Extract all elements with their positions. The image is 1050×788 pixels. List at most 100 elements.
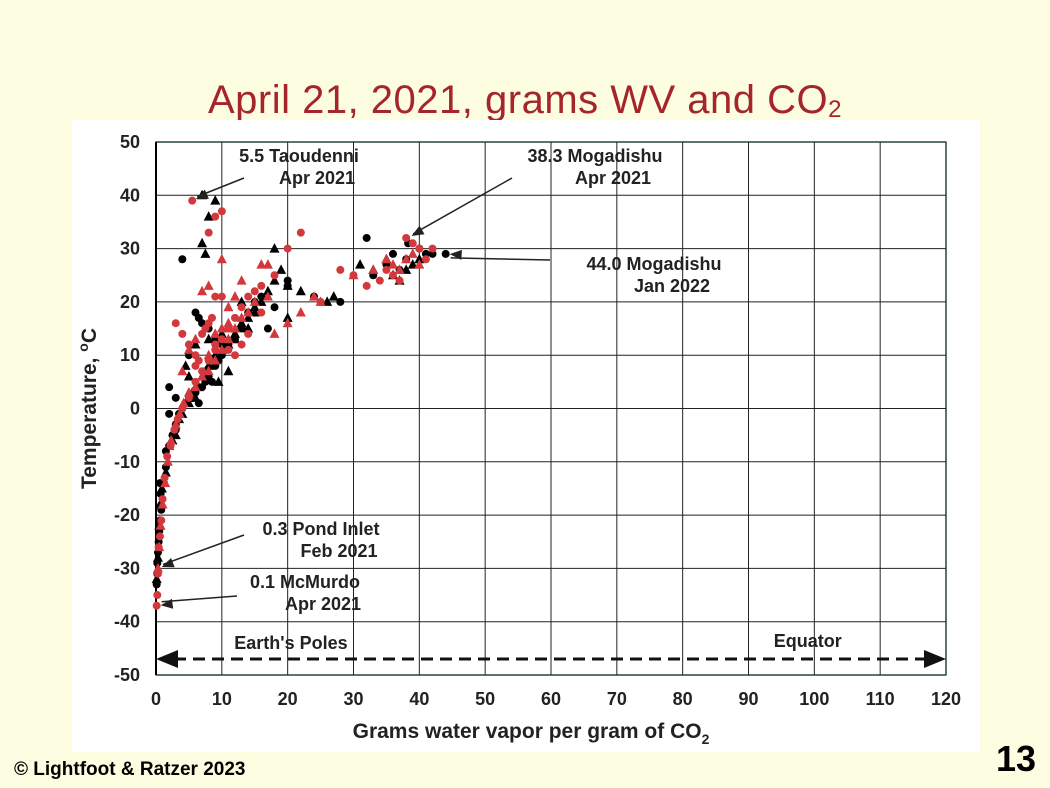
data-point	[216, 344, 227, 354]
data-point	[152, 562, 163, 573]
poles-equator-arrow: Earth's Poles Equator	[156, 631, 946, 669]
data-point	[244, 329, 253, 338]
y-tick-label: -30	[114, 558, 140, 578]
x-tick-label: 50	[475, 689, 495, 709]
x-tick-label: 120	[931, 689, 961, 709]
data-point	[244, 292, 253, 301]
data-point	[262, 259, 273, 269]
data-point	[155, 520, 166, 530]
poles-label: Earth's Poles	[234, 633, 347, 653]
data-point	[223, 301, 234, 312]
data-point	[166, 434, 177, 445]
data-point	[183, 344, 194, 354]
data-point	[177, 365, 188, 376]
data-point	[336, 265, 345, 274]
data-point	[211, 292, 220, 301]
data-point	[309, 291, 319, 301]
x-axis-label: Grams water vapor per gram of CO2	[353, 720, 710, 747]
data-point	[282, 312, 293, 322]
annotation-arrowhead	[411, 225, 425, 236]
data-point	[156, 482, 167, 493]
x-tick-label: 30	[343, 689, 363, 709]
x-tick-label: 20	[278, 689, 298, 709]
data-point	[223, 339, 234, 349]
data-point	[165, 383, 174, 392]
y-tick-label: 30	[120, 239, 140, 259]
data-point	[394, 264, 405, 274]
data-point	[170, 418, 181, 429]
data-point	[250, 287, 259, 296]
y-tick-label: -20	[114, 505, 140, 525]
data-point	[157, 516, 166, 525]
scatter-chart: 0 10 20 30 40 50 60 70 80 90 100 110 120-50-40-30-20…	[75, 132, 961, 747]
y-axis-label: Temperature, oC	[75, 328, 101, 489]
data-point	[216, 328, 227, 338]
data-point	[153, 591, 162, 600]
x-tick-label: 10	[212, 689, 232, 709]
data-point	[170, 429, 181, 440]
data-point	[203, 333, 214, 344]
x-tick-label: 60	[541, 689, 561, 709]
y-tick-label: -10	[114, 452, 140, 472]
data-point	[256, 259, 267, 269]
data-point	[243, 307, 254, 317]
annotation-label: 0.1 McMurdo Apr 2021	[250, 572, 361, 614]
data-point	[282, 317, 293, 328]
data-point	[203, 360, 214, 370]
data-point	[194, 356, 203, 365]
x-tick-label: 110	[866, 689, 895, 709]
data-point	[236, 312, 247, 322]
data-point	[211, 340, 220, 349]
chart-title: April 21, 2021, grams WV and CO2	[207, 78, 843, 123]
annotation-arrow	[450, 257, 551, 261]
data-point	[243, 312, 254, 322]
data-point	[441, 249, 450, 258]
data-point	[152, 552, 163, 562]
data-point	[388, 259, 398, 269]
data-point	[269, 328, 280, 338]
data-point	[210, 349, 221, 360]
annotation-arrow	[162, 534, 245, 566]
copyright-notice: © Lightfoot & Ratzer 2023	[14, 759, 246, 780]
data-point	[401, 264, 412, 274]
x-tick-label: 40	[409, 689, 429, 709]
data-point	[211, 212, 220, 221]
data-point	[203, 365, 214, 376]
data-point	[263, 324, 272, 333]
arrow-head-left	[156, 650, 178, 669]
data-point	[174, 408, 185, 418]
y-tick-label: 40	[120, 185, 140, 205]
data-point	[322, 296, 333, 306]
data-point	[381, 253, 392, 264]
annotation-label: 44.0 Mogadishu Jan 2022	[586, 254, 721, 296]
data-point	[223, 333, 234, 344]
data-point	[152, 601, 161, 610]
data-point	[224, 345, 233, 354]
data-point	[402, 233, 411, 242]
annotation-arrow	[412, 177, 513, 235]
data-point	[276, 264, 287, 274]
data-point	[270, 271, 279, 280]
data-point	[203, 211, 214, 221]
data-point	[197, 285, 208, 296]
data-point	[213, 376, 224, 386]
x-tick-label: 70	[607, 689, 627, 709]
data-point	[217, 292, 226, 301]
data-point	[231, 351, 239, 360]
y-tick-label: -40	[114, 612, 140, 632]
annotation-label: 0.3 Pond Inlet Feb 2021	[262, 519, 379, 561]
data-point	[217, 207, 226, 216]
x-tick-label: 0	[151, 689, 161, 709]
data-point	[362, 281, 371, 290]
y-tick-label: 0	[130, 399, 140, 419]
data-point	[348, 269, 359, 280]
data-point	[270, 303, 279, 312]
data-point	[216, 323, 227, 333]
data-point	[203, 280, 214, 290]
data-point	[165, 409, 174, 418]
data-point	[154, 541, 165, 552]
data-point	[262, 285, 273, 296]
data-point	[190, 333, 201, 344]
annotation-arrowhead	[160, 598, 174, 609]
data-point	[368, 264, 379, 274]
